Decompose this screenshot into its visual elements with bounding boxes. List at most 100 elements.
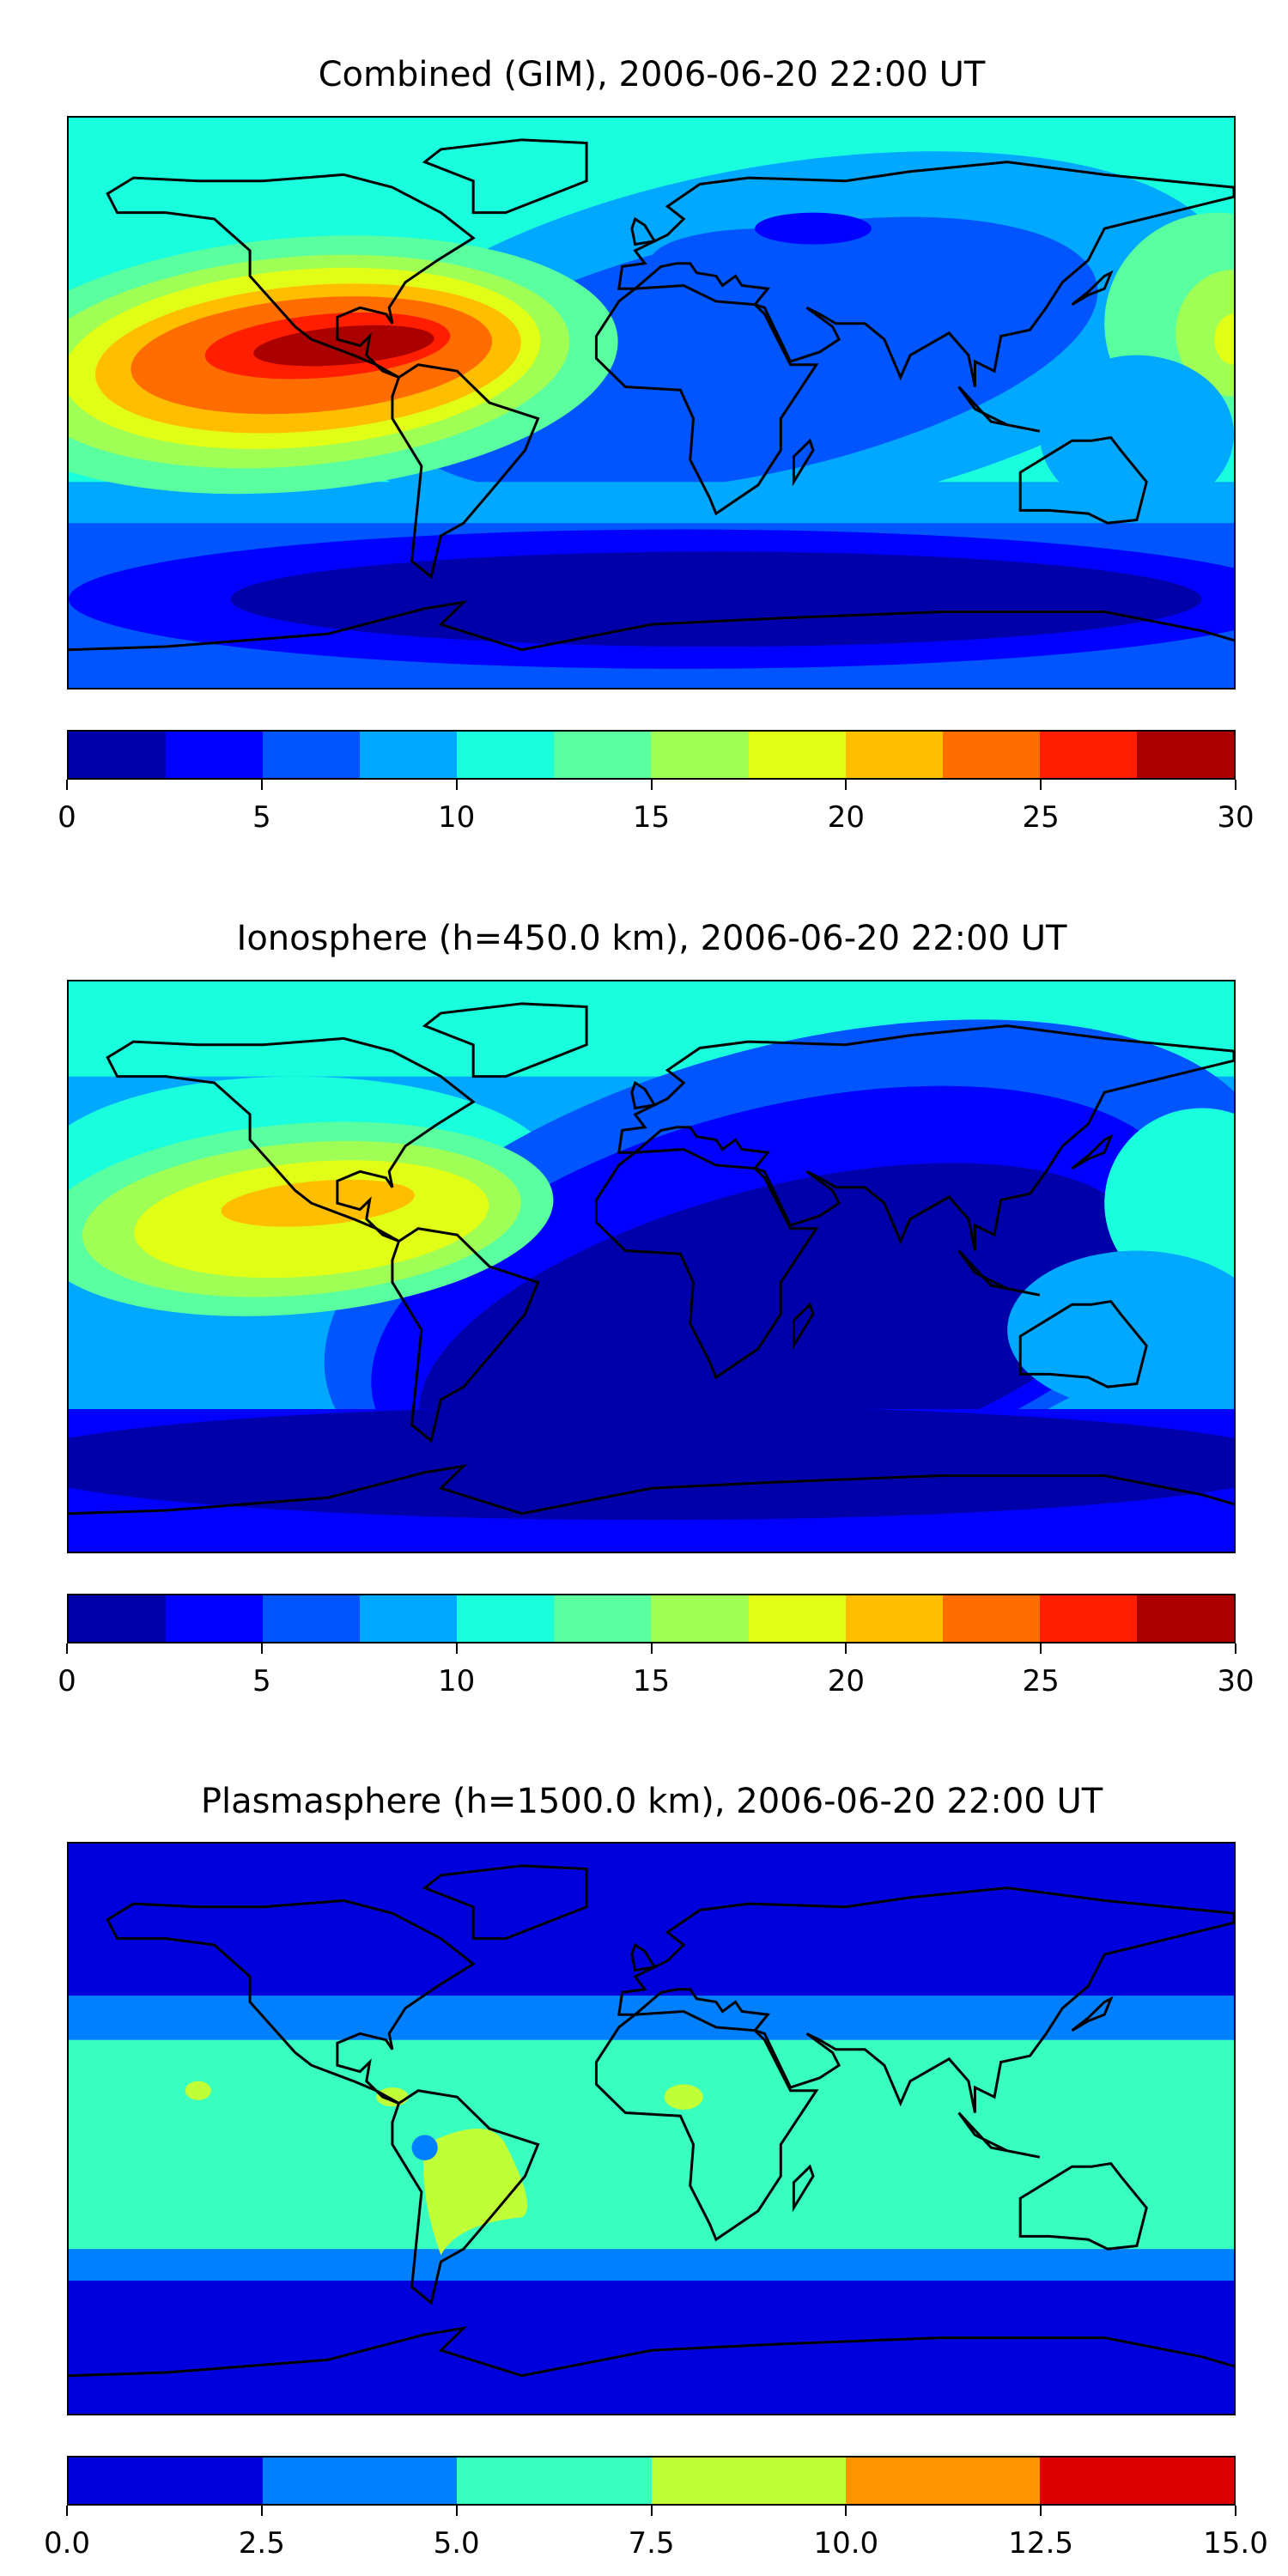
coastline-greenland: [425, 1866, 586, 1939]
colorbar-tick: [845, 780, 848, 790]
colorbar-tick: [260, 2506, 263, 2516]
coastline-north-america: [107, 1900, 473, 2103]
coastline-eurasia: [619, 1888, 1234, 2113]
map-plasmasphere: [67, 1842, 1236, 2415]
colorbar-segment: [360, 1595, 458, 1642]
colorbar-segment: [457, 1595, 555, 1642]
colorbar-ticks-plasmasphere: 0.0 2.5 5.0 7.5 10.0 12.5 15.0: [44, 2506, 1268, 2561]
colorbar-segment: [1136, 1595, 1234, 1642]
colorbar-segment: [845, 732, 943, 778]
map-title-ionosphere: Ionosphere (h=450.0 km), 2006-06-20 22:0…: [236, 919, 1067, 958]
colorbar-tick: [66, 1643, 68, 1654]
coastline-antarctica: [69, 2328, 1234, 2375]
colorbar-tick: [1235, 780, 1236, 790]
colorbar-tick: [1040, 780, 1042, 790]
contour-region: [664, 2084, 703, 2110]
coastline-japan: [1072, 1999, 1111, 2031]
coastline-south-america: [392, 1229, 538, 1441]
map-title-combined: Combined (GIM), 2006-06-20 22:00 UT: [318, 55, 986, 94]
colorbar-tick-label: 0: [58, 800, 76, 835]
colorbar-segment: [69, 1595, 167, 1642]
contour-region: [411, 2135, 438, 2160]
colorbar-segment: [845, 1595, 943, 1642]
colorbar-segment: [1039, 1595, 1137, 1642]
coastline-africa: [596, 2012, 816, 2240]
colorbar-tick-label: 25: [1022, 800, 1060, 835]
colorbar-tick: [66, 2506, 68, 2516]
colorbar-tick-label: 20: [827, 1664, 865, 1698]
colorbar-segment: [651, 732, 749, 778]
colorbar-segment: [1136, 732, 1234, 778]
colorbar-segment: [748, 1595, 846, 1642]
colorbar-tick-label: 0: [58, 1664, 76, 1698]
contour-region: [755, 212, 872, 245]
contour-region: [185, 2081, 211, 2100]
coastline-south-america: [392, 2091, 538, 2303]
colorbar-tick-label: 2.5: [238, 2526, 285, 2561]
colorbar-tick-label: 25: [1022, 1664, 1060, 1698]
colorbar-segment: [554, 732, 652, 778]
coastline-british-isles: [632, 1945, 654, 1971]
coastline-south-america: [392, 365, 538, 577]
colorbar-segment: [1039, 732, 1137, 778]
colorbar-segment: [651, 2458, 846, 2504]
coastline-antarctica: [69, 1466, 1234, 1513]
coastline-japan: [1072, 273, 1111, 305]
coastline-madagascar: [793, 440, 813, 482]
contour-region: [1039, 355, 1234, 514]
colorbar-ticks-ionosphere: 0 5 10 15 20 25 30: [58, 1643, 1255, 1698]
colorbar-segment: [1039, 2458, 1235, 2504]
coastline-madagascar: [793, 1304, 813, 1346]
colorbar-segment: [457, 2458, 652, 2504]
colorbar-tick-label: 0.0: [43, 2526, 91, 2561]
coastline-british-isles: [632, 219, 654, 245]
colorbar-segment: [166, 732, 264, 778]
coastline-madagascar: [793, 2166, 813, 2208]
map-ionosphere: [67, 980, 1236, 1553]
colorbar-combined: [67, 730, 1236, 780]
coastline-africa: [596, 286, 816, 514]
contour-region: [1007, 1250, 1234, 1409]
colorbar-tick-label: 30: [1217, 1664, 1255, 1698]
coastline-japan: [1072, 1137, 1111, 1169]
colorbar-tick: [66, 780, 68, 790]
colorbar-tick: [845, 1643, 848, 1654]
colorbar-ticks-combined: 0 5 10 15 20 25 30: [58, 780, 1255, 835]
contour-region: [651, 228, 878, 292]
colorbar-tick: [1235, 1643, 1236, 1654]
colorbar-tick: [455, 2506, 458, 2516]
colorbar-tick-label: 10.0: [813, 2526, 879, 2561]
colorbar-tick: [845, 2506, 848, 2516]
coastline-australia: [1020, 438, 1146, 524]
colorbar-segment: [166, 1595, 264, 1642]
coastline-british-isles: [632, 1083, 654, 1109]
colorbar-tick: [260, 780, 263, 790]
coastline-eurasia: [619, 162, 1234, 387]
map-title-plasmasphere: Plasmasphere (h=1500.0 km), 2006-06-20 2…: [200, 1782, 1103, 1821]
contour-region: [1104, 1108, 1234, 1298]
colorbar-tick: [1040, 2506, 1042, 2516]
colorbar-tick: [455, 1643, 458, 1654]
colorbar-tick-label: 5.0: [433, 2526, 480, 2561]
coastline-greenland: [425, 1004, 586, 1077]
colorbar-segment: [263, 2458, 458, 2504]
colorbar-tick-label: 15: [632, 800, 671, 835]
coastline-north-america: [107, 1038, 473, 1241]
contour-region: [69, 1406, 1234, 1521]
colorbar-segment: [360, 732, 458, 778]
colorbar-tick-label: 15: [632, 1664, 671, 1698]
colorbar-tick: [650, 1643, 653, 1654]
colorbar-tick-label: 10: [438, 800, 476, 835]
colorbar-ionosphere: [67, 1594, 1236, 1643]
coastline-australia: [1020, 1302, 1146, 1388]
colorbar-tick-label: 15.0: [1203, 2526, 1268, 2561]
colorbar-segment: [457, 732, 555, 778]
colorbar-tick-label: 30: [1217, 800, 1255, 835]
colorbar-tick-label: 12.5: [1008, 2526, 1074, 2561]
colorbar-segment: [748, 732, 846, 778]
contour-region: [422, 2129, 528, 2256]
colorbar-segment: [69, 2458, 264, 2504]
coastline-indonesia: [959, 2113, 1040, 2158]
colorbar-tick: [650, 2506, 653, 2516]
colorbar-tick: [650, 780, 653, 790]
